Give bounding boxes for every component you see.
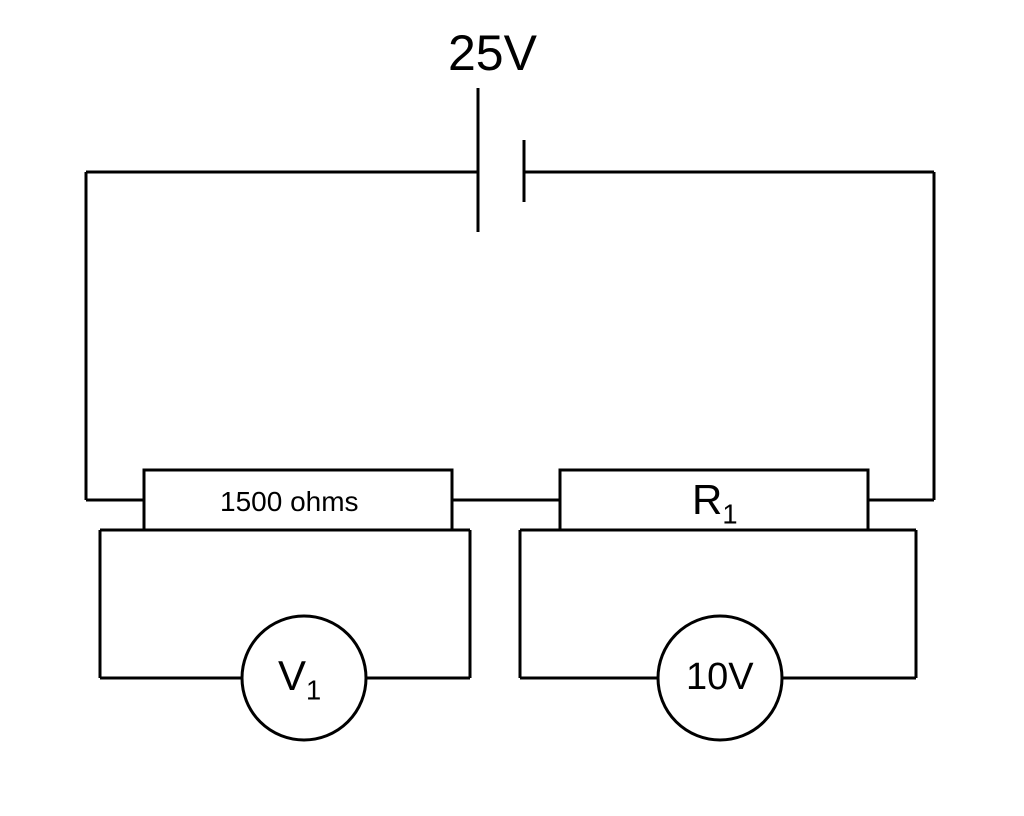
resistor-1-label: 1500 ohms [220,486,359,518]
voltmeter-1-label: V1 [278,652,321,706]
v1-sub: 1 [306,674,321,705]
resistor-2-label: R1 [692,476,738,530]
r2-main: R [692,476,722,523]
v1-main: V [278,652,306,699]
voltmeter-2-label: 10V [686,656,754,699]
r2-sub: 1 [722,498,737,529]
battery-label: 25V [448,24,537,82]
circuit-svg [0,0,1024,816]
